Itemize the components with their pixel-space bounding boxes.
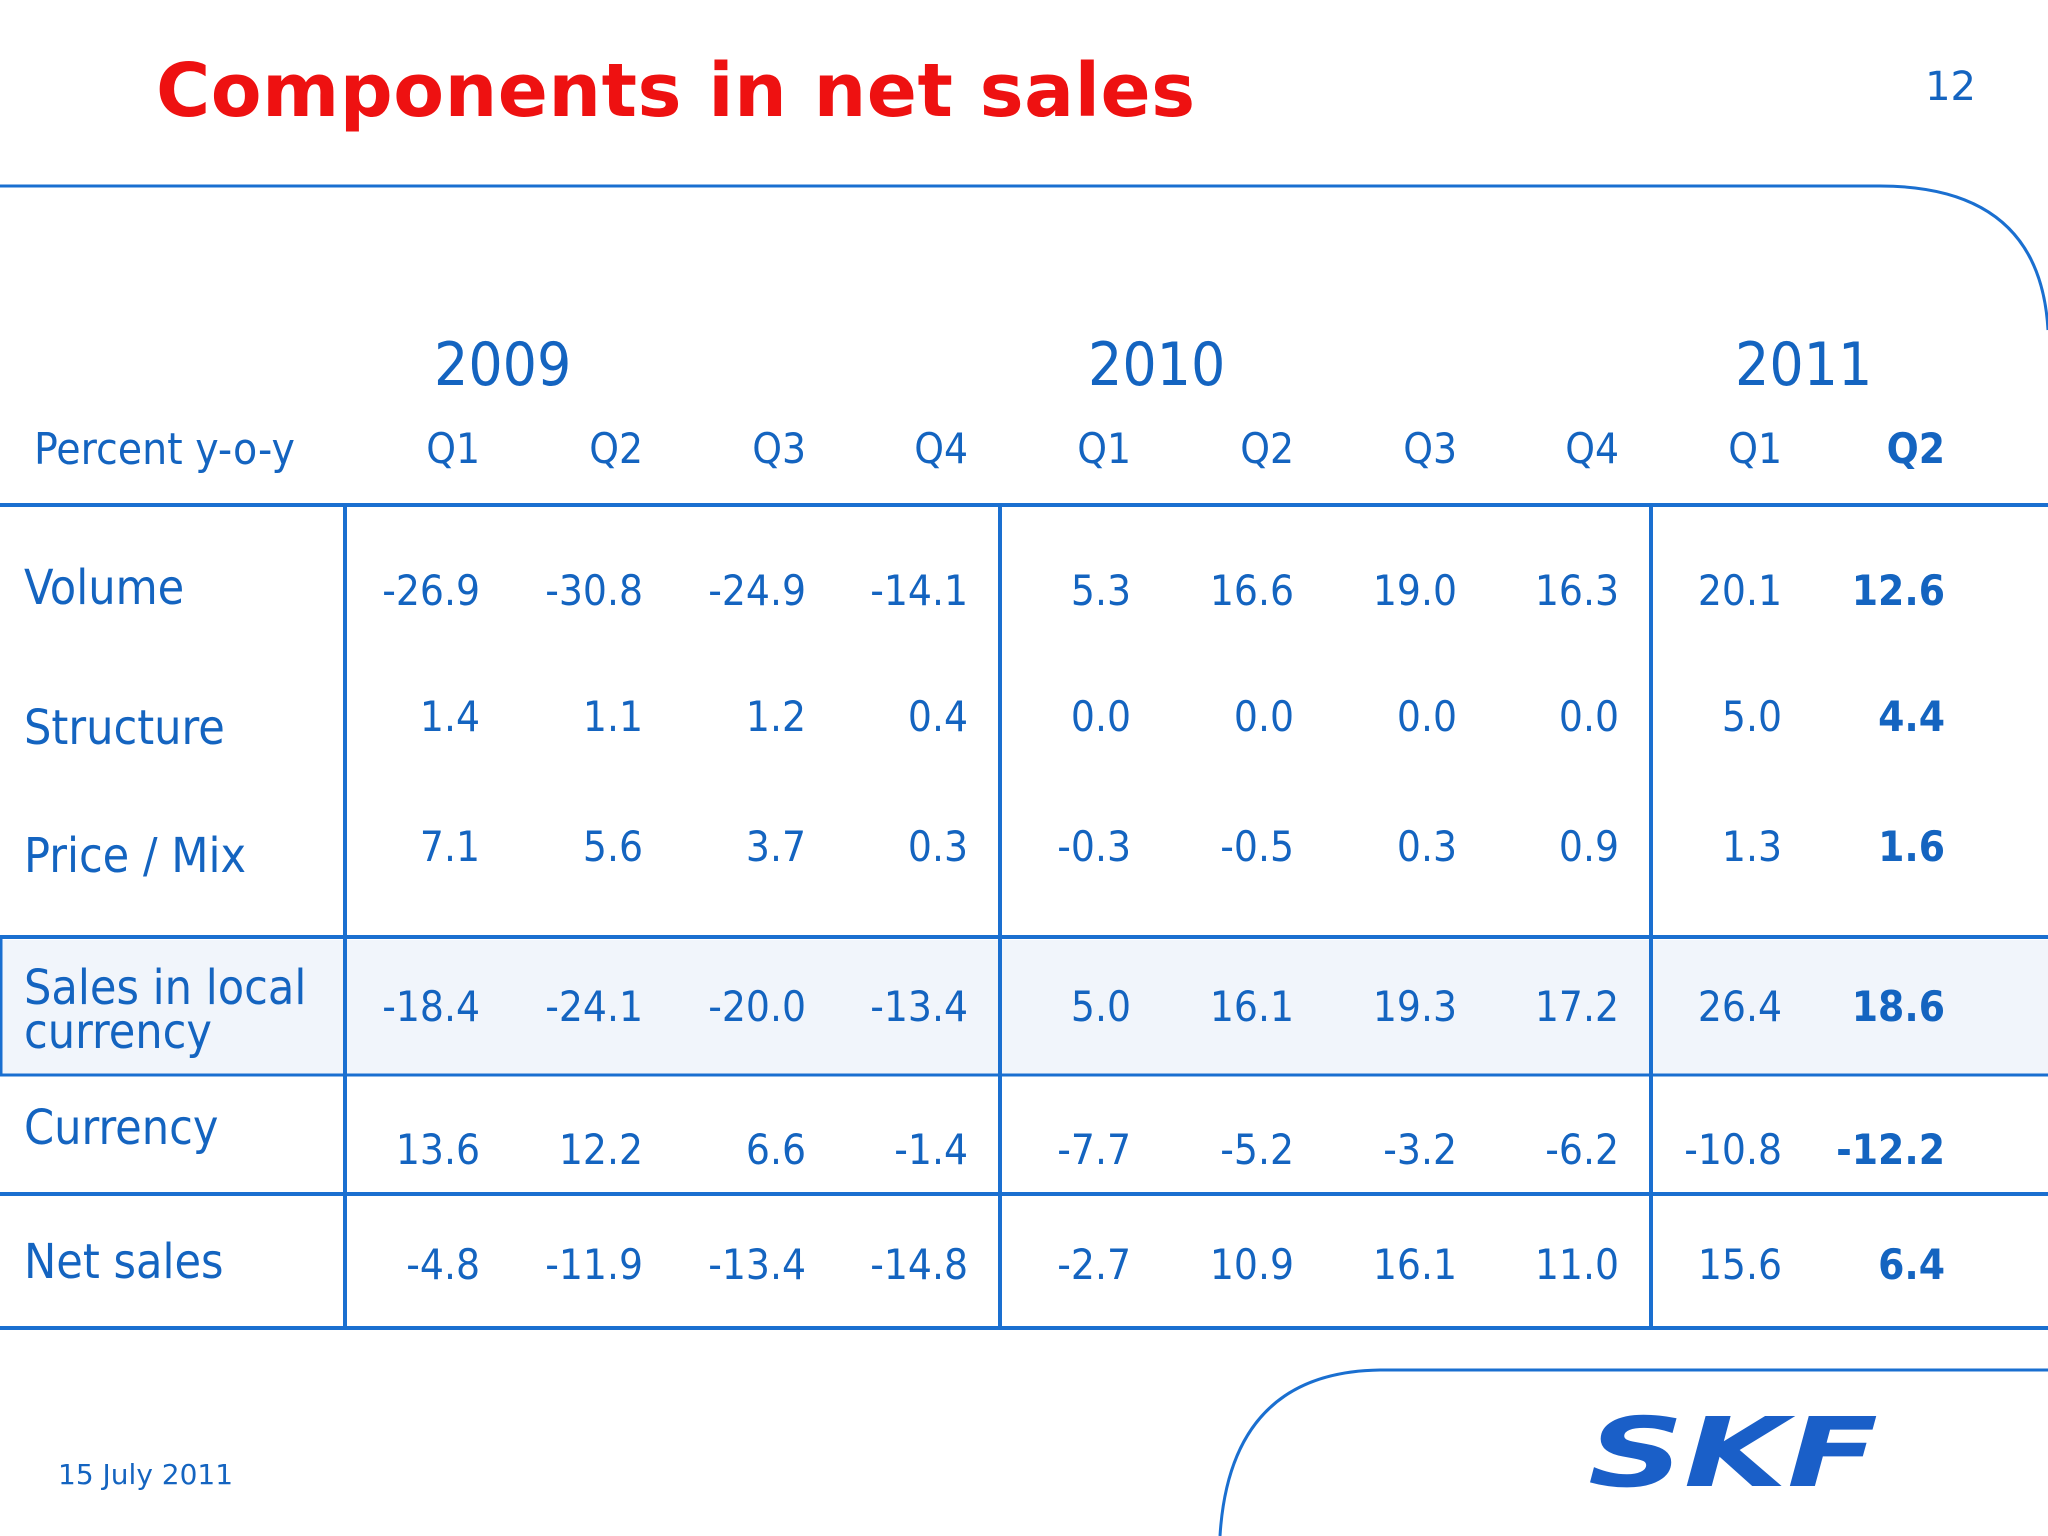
table-cell: 1.1 (582, 692, 643, 741)
table-cell: 5.3 (1070, 566, 1131, 615)
skf-logo: SKF (1588, 1412, 1878, 1492)
table-cell: 16.6 (1209, 566, 1294, 615)
table-cell: -13.4 (870, 982, 968, 1031)
quarter-header: Q4 (1565, 424, 1619, 473)
quarter-header: Q2 (589, 424, 643, 473)
table-cell: -3.2 (1383, 1125, 1457, 1174)
table-cell: 6.6 (745, 1125, 806, 1174)
table-cell: 0.4 (907, 692, 968, 741)
row-label: Sales in local currency (24, 960, 307, 1060)
table-cell: -0.5 (1220, 822, 1294, 871)
table-cell: 19.0 (1372, 566, 1457, 615)
table-cell: -14.1 (870, 566, 968, 615)
quarter-header: Q3 (1403, 424, 1457, 473)
table-cell: 19.3 (1372, 982, 1457, 1031)
table-cell: 12.2 (558, 1125, 643, 1174)
table-cell: -5.2 (1220, 1125, 1294, 1174)
table-cell: 4.4 (1878, 692, 1945, 741)
table-cell: -2.7 (1057, 1240, 1131, 1289)
quarter-header: Q1 (1077, 424, 1131, 473)
table-cell: 26.4 (1697, 982, 1782, 1031)
table-cell: 0.3 (1396, 822, 1457, 871)
row-label: Net sales (24, 1234, 224, 1290)
slide-date: 15 July 2011 (58, 1458, 234, 1491)
table-cell: 0.3 (907, 822, 968, 871)
row-header-label: Percent y-o-y (34, 424, 295, 475)
table-cell: -24.9 (708, 566, 806, 615)
table-cell: 5.0 (1721, 692, 1782, 741)
table-cell: 10.9 (1209, 1240, 1294, 1289)
highlight-row-band (0, 940, 2048, 1074)
table-cell: 6.4 (1878, 1240, 1945, 1289)
table-cell: 16.1 (1209, 982, 1294, 1031)
table-cell: 16.3 (1534, 566, 1619, 615)
table-cell: 0.9 (1558, 822, 1619, 871)
table-cell: 17.2 (1534, 982, 1619, 1031)
quarter-header: Q4 (914, 424, 968, 473)
svg-text:SKF: SKF (1588, 1412, 1878, 1492)
quarter-header: Q1 (1728, 424, 1782, 473)
year-header-2011: 2011 (1735, 330, 1873, 400)
quarter-header: Q1 (426, 424, 480, 473)
table-cell: 3.7 (745, 822, 806, 871)
row-label: Structure (24, 700, 225, 756)
table-cell: 13.6 (395, 1125, 480, 1174)
table-cell: -24.1 (545, 982, 643, 1031)
year-header-2009: 2009 (434, 330, 572, 400)
table-cell: -4.8 (406, 1240, 480, 1289)
row-label: Currency (24, 1100, 219, 1156)
table-cell: 0.0 (1396, 692, 1457, 741)
table-cell: 18.6 (1851, 982, 1945, 1031)
table-cell: -12.2 (1836, 1125, 1945, 1174)
table-cell: -18.4 (382, 982, 480, 1031)
table-cell: -6.2 (1545, 1125, 1619, 1174)
row-label: Price / Mix (24, 828, 247, 884)
slide-title: Components in net sales (156, 48, 1196, 134)
table-cell: -10.8 (1684, 1125, 1782, 1174)
table-cell: -7.7 (1057, 1125, 1131, 1174)
table-cell: 0.0 (1558, 692, 1619, 741)
table-cell: -14.8 (870, 1240, 968, 1289)
table-cell: 1.6 (1878, 822, 1945, 871)
table-cell: 1.2 (745, 692, 806, 741)
table-cell: -13.4 (708, 1240, 806, 1289)
table-cell: 12.6 (1851, 566, 1945, 615)
table-cell: -30.8 (545, 566, 643, 615)
table-cell: 5.6 (582, 822, 643, 871)
table-cell: -1.4 (894, 1125, 968, 1174)
row-label: Volume (24, 560, 185, 616)
table-cell: -26.9 (382, 566, 480, 615)
table-cell: 15.6 (1697, 1240, 1782, 1289)
table-cell: -11.9 (545, 1240, 643, 1289)
table-cell: -20.0 (708, 982, 806, 1031)
page-number: 12 (1925, 64, 1976, 110)
table-cell: 5.0 (1070, 982, 1131, 1031)
table-cell: 0.0 (1233, 692, 1294, 741)
table-cell: 1.3 (1721, 822, 1782, 871)
table-cell: 7.1 (419, 822, 480, 871)
year-header-2010: 2010 (1088, 330, 1226, 400)
quarter-header: Q2 (1240, 424, 1294, 473)
table-cell: 1.4 (419, 692, 480, 741)
quarter-header: Q3 (752, 424, 806, 473)
table-cell: 16.1 (1372, 1240, 1457, 1289)
table-cell: -0.3 (1057, 822, 1131, 871)
quarter-header: Q2 (1886, 424, 1945, 473)
table-cell: 20.1 (1697, 566, 1782, 615)
table-cell: 0.0 (1070, 692, 1131, 741)
table-cell: 11.0 (1534, 1240, 1619, 1289)
